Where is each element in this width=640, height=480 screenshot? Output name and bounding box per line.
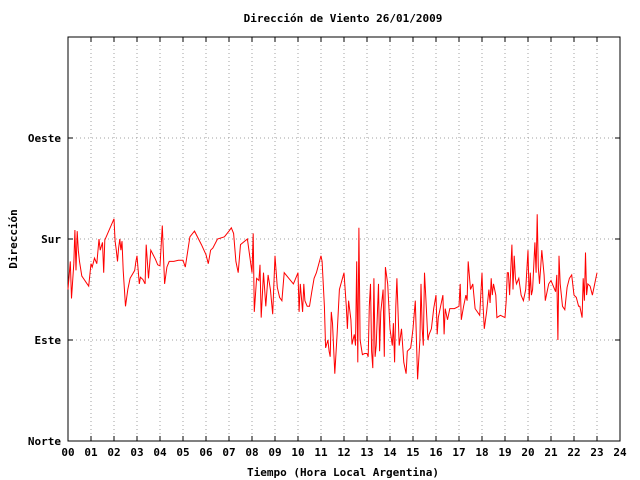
- y-axis-label: Dirección: [7, 209, 20, 269]
- x-tick-label: 12: [337, 446, 350, 459]
- x-tick-label: 16: [429, 446, 443, 459]
- x-tick-label: 05: [176, 446, 189, 459]
- x-tick-label: 11: [314, 446, 328, 459]
- grid-lines: [68, 37, 620, 441]
- x-tick-label: 15: [406, 446, 419, 459]
- x-tick-labels: 00 01 02 03 04 05 06 07 08 09 10 11 12 13 14 15 16 17 18 19…: [61, 446, 627, 459]
- x-tick-label: 06: [199, 446, 213, 459]
- x-tick-label: 20: [521, 446, 534, 459]
- y-tick-label: Este: [35, 334, 62, 347]
- x-tick-label: 13: [360, 446, 373, 459]
- x-tick-label: 22: [567, 446, 580, 459]
- series-group: [67, 214, 598, 380]
- chart-title: Dirección de Viento 26/01/2009: [244, 12, 443, 25]
- y-tick-label: Norte: [28, 435, 61, 448]
- x-tick-label: 08: [245, 446, 258, 459]
- axis-ticks: [67, 37, 621, 442]
- x-tick-label: 17: [452, 446, 465, 459]
- x-tick-label: 03: [130, 446, 143, 459]
- y-tick-label: Oeste: [28, 132, 61, 145]
- x-axis-label: Tiempo (Hora Local Argentina): [247, 466, 439, 479]
- x-tick-label: 19: [498, 446, 511, 459]
- x-tick-label: 01: [84, 446, 98, 459]
- x-tick-label: 24: [613, 446, 627, 459]
- series-line: [67, 214, 598, 380]
- x-tick-label: 07: [222, 446, 235, 459]
- x-tick-label: 23: [590, 446, 603, 459]
- x-tick-label: 09: [268, 446, 281, 459]
- x-tick-label: 14: [383, 446, 397, 459]
- x-tick-label: 00: [61, 446, 74, 459]
- x-tick-label: 18: [475, 446, 488, 459]
- x-tick-label: 02: [107, 446, 120, 459]
- x-tick-label: 04: [153, 446, 167, 459]
- x-tick-label: 10: [291, 446, 304, 459]
- y-tick-labels: Norte Este Sur Oeste: [28, 132, 61, 448]
- y-tick-label: Sur: [41, 233, 61, 246]
- x-tick-label: 21: [544, 446, 558, 459]
